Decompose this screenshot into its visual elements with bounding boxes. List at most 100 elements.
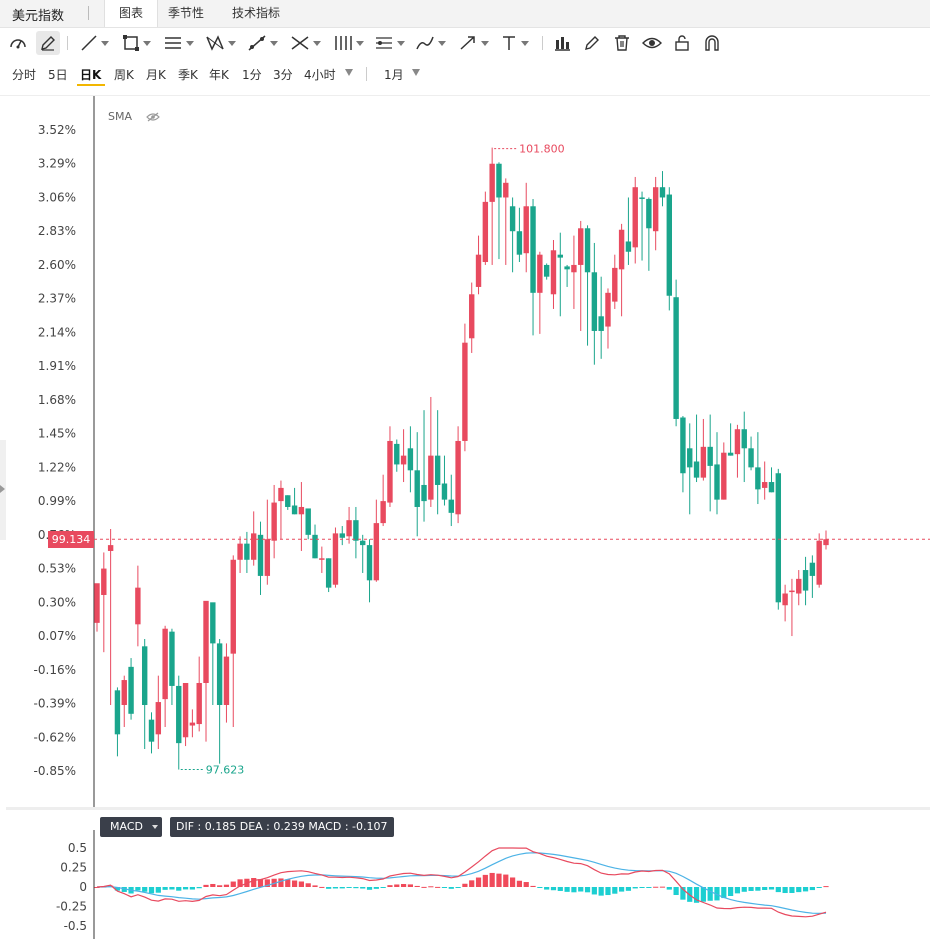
macd-histogram-bar	[741, 887, 747, 892]
candle-body	[748, 448, 754, 468]
macd-histogram-bar	[721, 887, 727, 899]
macd-histogram-bar	[666, 887, 672, 890]
macd-histogram-bar	[564, 887, 570, 892]
drawing-toolbar	[0, 28, 930, 58]
macd-histogram-bar	[278, 878, 284, 887]
measure-icon[interactable]	[247, 31, 278, 55]
pencil-icon[interactable]	[36, 31, 60, 55]
arrow-icon[interactable]	[458, 31, 489, 55]
macd-histogram-bar	[789, 887, 795, 893]
macd-histogram-bar	[441, 887, 448, 888]
period-quarterly[interactable]: 季K	[178, 68, 198, 82]
candle-body	[537, 254, 543, 293]
fib-icon[interactable]	[290, 31, 321, 55]
y-tick-label: 3.29%	[38, 157, 76, 171]
candle-body	[387, 440, 393, 503]
gann-icon[interactable]	[333, 31, 364, 55]
candle-body	[557, 254, 563, 258]
candle-body	[816, 540, 822, 585]
candle-body	[414, 470, 420, 507]
candle-body	[475, 254, 482, 287]
macd-histogram-bar	[823, 886, 829, 888]
line-icon[interactable]	[80, 31, 109, 55]
lock-icon[interactable]	[673, 31, 691, 55]
parallel-icon[interactable]	[374, 31, 405, 55]
edit-icon[interactable]	[582, 31, 602, 55]
header-divider	[0, 95, 930, 96]
period-weekly[interactable]: 周K	[114, 68, 134, 82]
candle-body	[141, 646, 148, 705]
hide-indicator-icon[interactable]	[146, 112, 160, 122]
macd-histogram-bar	[619, 887, 625, 892]
period-daily[interactable]: 日K	[80, 68, 102, 82]
macd-histogram-bar	[714, 887, 720, 901]
expand-arrow-icon[interactable]	[0, 485, 5, 493]
period-4hour[interactable]: 4小时	[304, 68, 336, 82]
macd-histogram-bar	[237, 879, 243, 887]
candle-body	[503, 182, 509, 198]
macd-chart[interactable]: 0.5 0.25 0 -0.25 -0.5	[0, 810, 930, 939]
macd-histogram-bar	[707, 887, 713, 901]
candle-body	[380, 501, 386, 524]
candle-body	[605, 292, 611, 327]
tab-chart[interactable]: 图表	[104, 0, 159, 27]
range-dropdown-icon[interactable]	[412, 69, 420, 76]
candle-body	[394, 443, 400, 465]
macd-histogram-bar	[373, 887, 379, 889]
tab-seasonality[interactable]: 季节性	[168, 6, 205, 20]
candle-body	[618, 229, 625, 270]
candle-body	[285, 495, 291, 507]
candle-body	[360, 540, 366, 546]
candle-body	[114, 690, 121, 735]
period-more-icon[interactable]	[345, 69, 353, 76]
eye-icon[interactable]	[642, 31, 662, 55]
candle-body	[291, 505, 298, 515]
period-monthly[interactable]: 月K	[146, 68, 166, 82]
macd-histogram-bar	[360, 887, 366, 889]
trash-icon[interactable]	[612, 31, 632, 55]
period-selector: 分时 5日 日K 周K 月K 季K 年K 1分 3分 4小时 1月	[0, 60, 930, 88]
magnet-icon[interactable]	[703, 31, 721, 55]
macd-histogram-bar	[114, 887, 121, 891]
period-5day[interactable]: 5日	[48, 68, 68, 82]
macd-histogram-bar	[285, 879, 291, 887]
pattern-icon[interactable]	[205, 31, 236, 55]
candle-body	[612, 267, 618, 302]
candle-body	[155, 702, 162, 735]
macd-histogram-bar	[400, 884, 407, 887]
candle-body	[775, 473, 782, 603]
macd-histogram-bar	[509, 877, 516, 887]
period-3min[interactable]: 3分	[273, 68, 293, 82]
gauge-icon[interactable]	[8, 31, 28, 55]
range-selector[interactable]: 1月	[384, 68, 404, 82]
bar-chart-icon[interactable]	[552, 31, 572, 55]
candle-body	[182, 682, 189, 738]
rectangle-icon[interactable]	[122, 31, 151, 55]
macd-histogram-bar	[489, 872, 495, 887]
macd-histogram-bar	[196, 887, 202, 889]
macd-indicator-button[interactable]: MACD	[100, 817, 162, 837]
channel-icon[interactable]	[163, 31, 194, 55]
y-tick-label: -0.62%	[34, 730, 76, 744]
text-icon[interactable]	[500, 31, 529, 55]
candle-body	[469, 294, 475, 339]
y-tick-label: 1.45%	[38, 427, 76, 441]
brush-icon[interactable]	[415, 31, 446, 55]
sma-indicator-label[interactable]: SMA	[108, 110, 132, 123]
candlestick-chart[interactable]: 3.52% 3.29% 3.06% 2.83% 2.60% 2.37% 2.14% 1.91%…	[0, 96, 930, 807]
pane-divider[interactable]	[6, 807, 930, 810]
candle-body	[646, 198, 652, 229]
candle-body	[128, 666, 134, 714]
period-yearly[interactable]: 年K	[209, 68, 229, 82]
candle-body	[802, 570, 809, 591]
macd-values: DIF : 0.185 DEA : 0.239 MACD : -0.107	[170, 817, 394, 837]
macd-histogram-bar	[217, 885, 223, 887]
macd-histogram-bar	[162, 887, 168, 890]
period-minute[interactable]: 分时	[12, 68, 37, 82]
y-tick-label: 3.06%	[38, 190, 76, 204]
period-1min[interactable]: 1分	[242, 68, 262, 82]
candle-body	[721, 452, 727, 500]
tab-technical-indicators[interactable]: 技术指标	[232, 6, 281, 20]
candle-body	[264, 539, 271, 576]
macd-dea-line	[96, 852, 827, 915]
